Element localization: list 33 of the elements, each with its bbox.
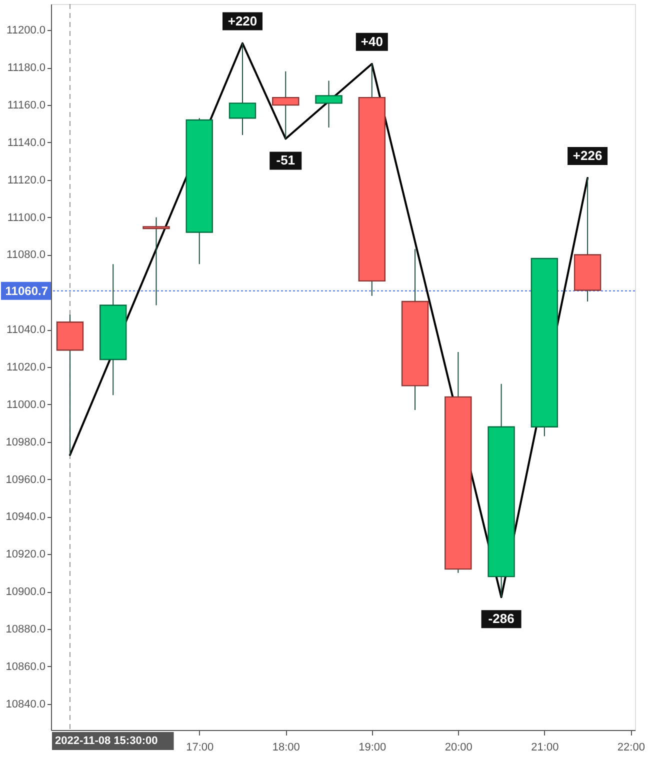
x-tick-label: 21:00 [531, 742, 559, 754]
ref-line-label: 11060.7 [5, 284, 48, 298]
annotation: +40 [360, 34, 383, 49]
x-tick-label: 22:00 [617, 742, 645, 754]
y-tick-label: 10960.0 [6, 474, 46, 486]
x-tick-label: 20:00 [444, 742, 472, 754]
y-tick-label: 10880.0 [6, 623, 46, 636]
x-tick-label: 19:00 [358, 742, 386, 754]
candlestick [142, 216, 170, 306]
y-tick-label: 11200.0 [6, 24, 46, 37]
y-tick-label: 11040.0 [6, 324, 46, 336]
x-tick-label: 18:00 [272, 742, 300, 754]
annotation: +226 [572, 148, 602, 164]
annotation: -286 [488, 611, 514, 626]
y-tick-label: 11160.0 [7, 100, 46, 112]
y-tick-label: 10900.0 [6, 586, 46, 598]
y-tick-label: 11080.0 [6, 249, 46, 262]
y-tick-label: 10860.0 [6, 660, 46, 673]
y-tick-label: 10920.0 [6, 548, 46, 561]
y-tick-label: 10980.0 [6, 436, 46, 448]
y-tick-label: 11180.0 [7, 62, 46, 74]
y-tick-label: 10840.0 [6, 698, 46, 710]
y-tick-label: 11100.0 [7, 212, 46, 224]
y-tick-label: 11000.0 [6, 398, 46, 411]
annotation: -51 [276, 152, 296, 168]
annotation: +220 [228, 13, 258, 28]
ref-line-label: 2022-11-08 15:30:00 [54, 735, 158, 747]
y-tick-label: 10940.0 [6, 511, 46, 524]
y-tick-label: 11120.0 [7, 174, 46, 186]
x-tick-label: 17:00 [186, 742, 214, 754]
candlestick [272, 70, 300, 140]
y-tick-label: 11140.0 [7, 136, 46, 149]
y-tick-label: 11020.0 [6, 362, 46, 374]
